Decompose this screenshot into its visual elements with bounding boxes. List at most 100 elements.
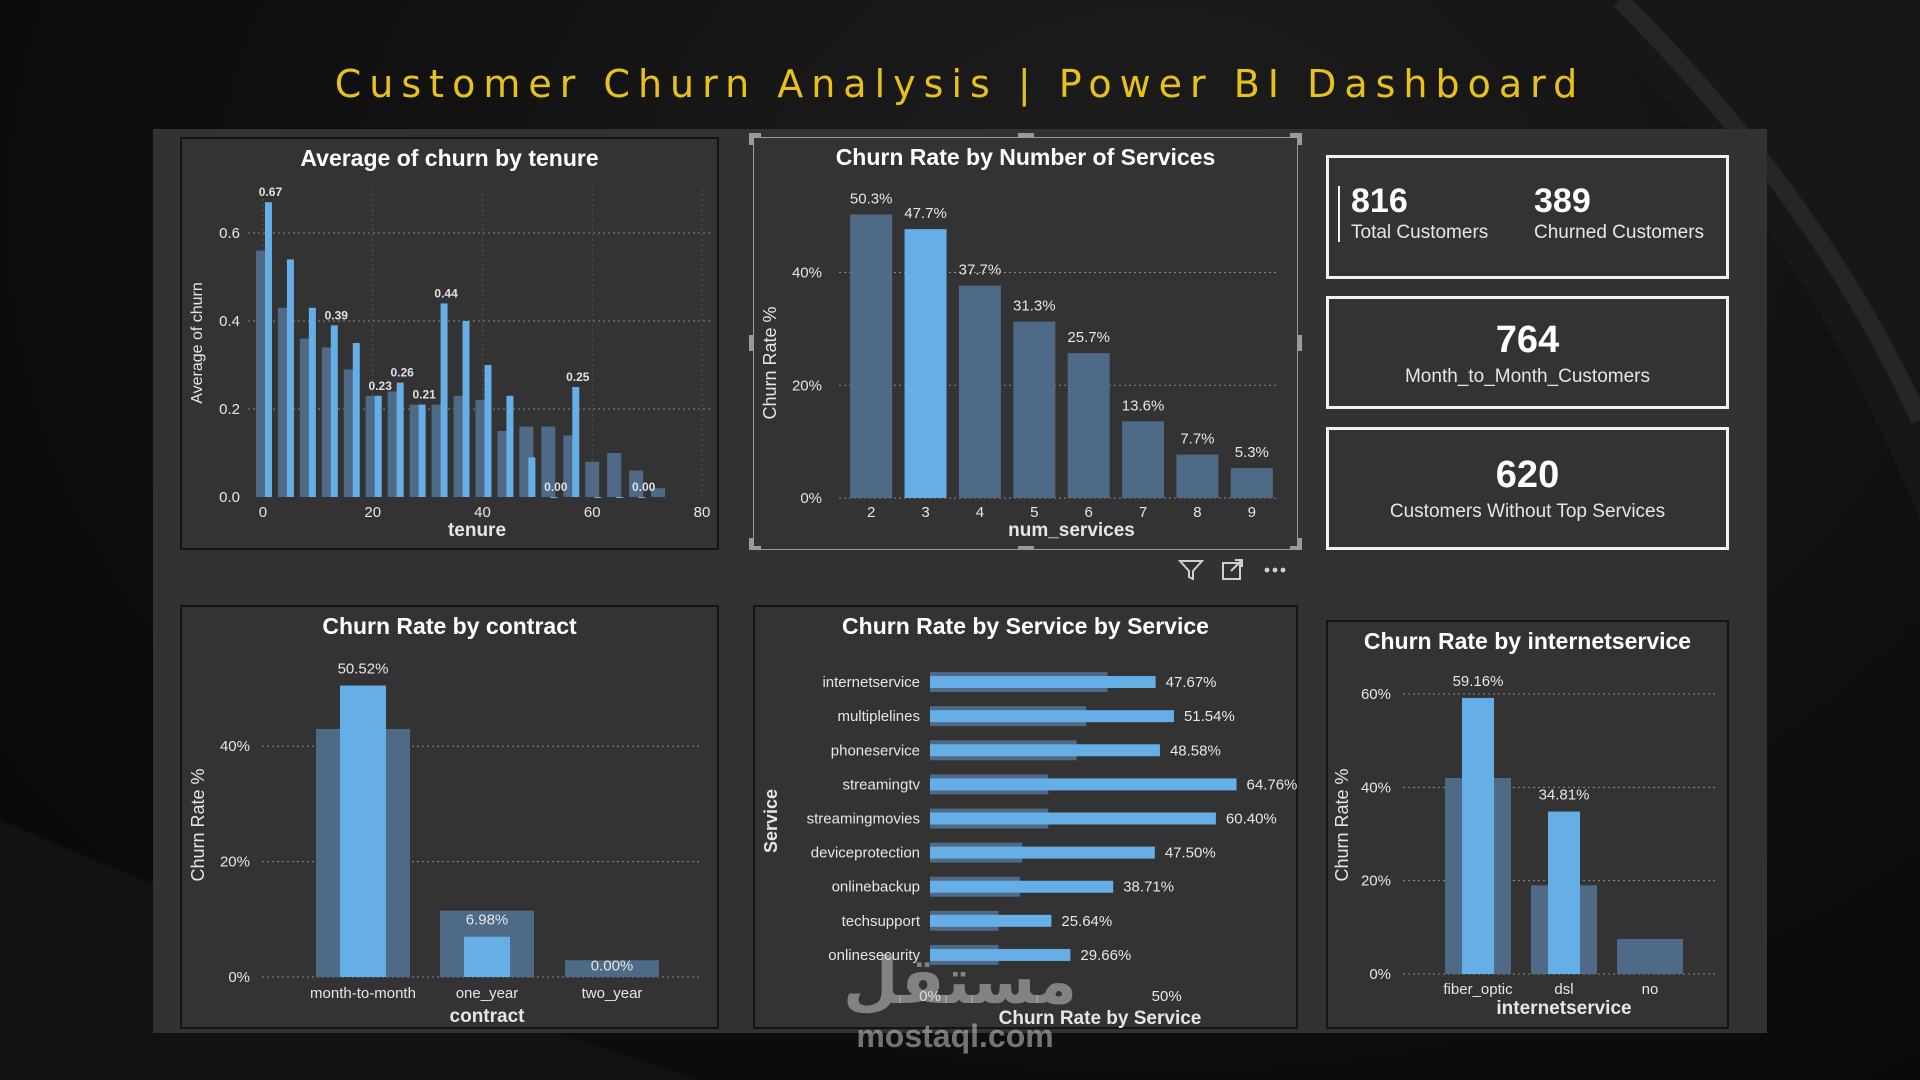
x-axis-title: contract (450, 1006, 526, 1027)
bar (572, 387, 580, 497)
y-axis-title: Service (761, 789, 781, 853)
data-label: 6.98% (466, 912, 509, 929)
y-tick-label: 20% (220, 854, 250, 871)
bar (930, 948, 1071, 961)
bar (850, 214, 893, 498)
y-axis-title: Churn Rate % (188, 768, 208, 881)
bar (340, 685, 386, 977)
data-label: 34.81% (1539, 787, 1590, 804)
bar (930, 710, 1174, 723)
y-tick-label: 0% (1369, 966, 1391, 983)
kpi-label: Month_to_Month_Customers (1404, 366, 1650, 387)
y-tick-label: 40% (1361, 779, 1391, 796)
x-tick-label: 40 (474, 504, 491, 521)
chart-churn-by-internetservice[interactable]: Churn Rate by internetservice 0% 20% 40% 60… (1326, 620, 1729, 1029)
data-label: 25.7% (1067, 329, 1110, 346)
resize-handle[interactable] (749, 546, 761, 550)
resize-handle[interactable] (749, 335, 753, 351)
x-axis-title: num_services (1008, 520, 1135, 541)
resize-handle[interactable] (749, 538, 753, 550)
bar (607, 453, 622, 497)
x-tick-label: 4 (976, 504, 984, 521)
y-tick-label: techsupport (842, 913, 921, 930)
y-tick-label: 20% (792, 377, 822, 394)
bar (594, 497, 602, 498)
bar (565, 960, 659, 977)
chart-churn-by-tenure[interactable]: Average of churn by tenure 0.0 0.2 0.4 0.6 0… (180, 137, 719, 550)
x-tick-label: two_year (582, 985, 643, 1002)
bar (930, 744, 1160, 757)
service-plot: 47.67% internetservice 51.54% multiplelines… (761, 672, 1297, 1029)
kpi-label: Churned Customers (1534, 222, 1705, 243)
x-tick-label: 3 (921, 504, 929, 521)
bar (440, 303, 448, 497)
data-label: 7.7% (1180, 431, 1214, 448)
bar (484, 365, 492, 497)
data-label: 0.00% (591, 957, 634, 974)
x-tick-label: fiber_optic (1443, 981, 1513, 998)
y-tick-label: 40% (220, 738, 250, 755)
more-options-icon[interactable] (1262, 557, 1288, 583)
bar (464, 936, 510, 977)
x-axis-title: Churn Rate by Service (999, 1008, 1202, 1029)
x-tick-label: one_year (456, 985, 519, 1002)
contract-plot: 0% 20% 40% 50.52% month-to-month 6.98% one_yea… (188, 661, 702, 1027)
bar (528, 457, 536, 497)
y-tick-label: deviceprotection (811, 845, 920, 862)
report-canvas: Average of churn by tenure 0.0 0.2 0.4 0.6 0… (153, 129, 1767, 1033)
y-tick-label: onlinebackup (832, 879, 920, 896)
kpi-card-customers: 816 Total Customers 389 Churned Customer… (1326, 155, 1729, 279)
watermark-latin: mostaql.com (856, 1018, 1054, 1054)
bar (930, 676, 1156, 689)
bar (930, 880, 1114, 893)
resize-handle[interactable] (1298, 335, 1302, 351)
bar (264, 202, 272, 497)
bar (1176, 454, 1219, 498)
y-tick-label: phoneservice (831, 742, 920, 759)
kpi-label: Customers Without Top Services (1389, 501, 1666, 522)
data-label: 38.71% (1123, 879, 1174, 896)
resize-handle[interactable] (749, 133, 753, 145)
bar (1462, 697, 1494, 974)
chart-churn-by-num-services[interactable]: Churn Rate by Number of Services 0% 20% 40… (753, 137, 1298, 550)
internetservice-plot: 0% 20% 40% 60% 59.16% fiber_optic 34.81% dsl noi… (1332, 673, 1718, 1019)
y-tick-label: 60% (1361, 686, 1391, 703)
data-label: 51.54% (1184, 708, 1235, 725)
x-tick-label: 50% (1152, 988, 1182, 1005)
resize-handle[interactable] (1290, 133, 1302, 137)
bar (418, 404, 426, 497)
kpi-card-month-to-month: 764 Month_to_Month_Customers (1326, 296, 1729, 409)
chart-churn-by-service[interactable]: Churn Rate by Service by Service 47.67% i… (753, 605, 1298, 1029)
x-tick-label: 0 (259, 504, 267, 521)
kpi-card-without-top-services: 620 Customers Without Top Services (1326, 427, 1729, 550)
data-label: 0.23 (369, 379, 393, 393)
bar (904, 229, 947, 498)
y-tick-label: 40% (792, 265, 822, 282)
resize-handle[interactable] (1290, 546, 1302, 550)
y-axis-title: Churn Rate % (1332, 768, 1352, 881)
data-label: 37.7% (959, 262, 1002, 279)
bar (930, 846, 1155, 859)
chart-title: Churn Rate by Service by Service (842, 613, 1209, 639)
data-label: 0.25 (566, 370, 590, 384)
focus-mode-icon[interactable] (1220, 557, 1246, 583)
chart-churn-by-contract[interactable]: Churn Rate by contract 0% 20% 40% 50.52% mon… (180, 605, 719, 1029)
x-tick-label: 0% (919, 988, 941, 1005)
filter-icon[interactable] (1178, 557, 1204, 583)
y-axis-title: Churn Rate % (760, 306, 780, 419)
resize-handle[interactable] (1298, 133, 1302, 145)
tenure-plot: 0.0 0.2 0.4 0.6 0 20 40 60 80 0.67 0.39 0.230.26 0.2… (189, 185, 712, 541)
data-label: 0.44 (434, 286, 458, 300)
resize-handle[interactable] (1298, 538, 1302, 550)
x-tick-label: 9 (1248, 504, 1256, 521)
data-label: 0.26 (390, 366, 414, 380)
data-label: 13.6% (1122, 397, 1165, 414)
x-axis-title: tenure (448, 520, 506, 541)
bar (651, 488, 666, 497)
resize-handle[interactable] (1018, 546, 1034, 550)
resize-handle[interactable] (749, 133, 761, 137)
resize-handle[interactable] (1018, 133, 1034, 137)
bar (506, 395, 514, 497)
data-label: 60.40% (1226, 811, 1277, 828)
y-tick-label: internetservice (822, 674, 920, 691)
